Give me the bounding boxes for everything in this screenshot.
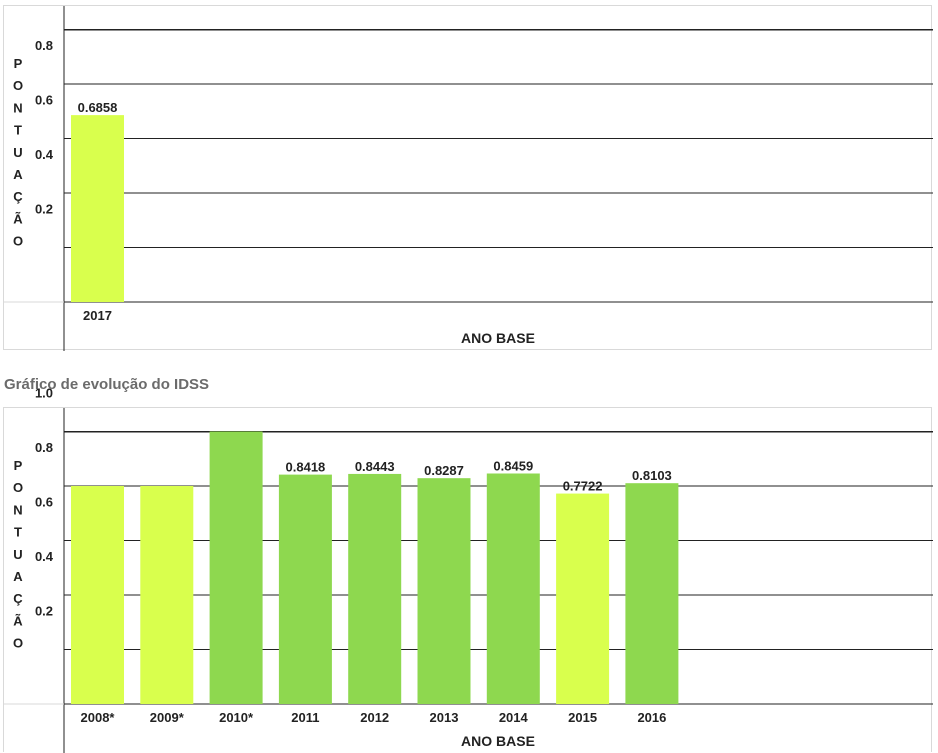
chart0-x-axis-title: ANO BASE [461,330,535,346]
chart0-y-axis-title-letter: O [13,234,23,249]
chart0-y-tick-label: 0.6 [35,93,53,108]
chart1-bar [417,478,471,704]
chart0-y-axis-title-letter: O [13,78,23,93]
chart1-bar [486,473,540,704]
chart0-y-axis-title-letter: T [14,123,22,138]
chart0-y-axis-title-letter: A [13,167,23,182]
chart1-y-tick-label: 0.8 [35,440,53,455]
chart1-data-label: 0.8443 [355,459,395,474]
chart0-y-axis-title-letter: Ã [13,211,23,226]
chart-panel-bottom: 0.2 0.4 0.6 0.8 1.0 P O N T U A Ç Ã O 2008* 2009* 2010* 0… [3,386,933,753]
chart1-bar [71,486,124,704]
chart1-y-tick-label: 0.4 [35,549,54,564]
chart1-bar [625,483,679,704]
chart0-y-axis-title-letter: Ç [13,189,23,204]
chart1-data-label: 0.8418 [286,460,326,475]
chart1-data-label: 0.7722 [563,479,603,494]
chart1-x-tick-label: 2014 [499,710,529,725]
chart1-bar [348,473,402,704]
chart1-x-axis-title: ANO BASE [461,733,535,749]
chart1-bar [209,431,263,704]
chart1-data-label: 0.8459 [493,458,533,473]
chart1-data-label: 0.8103 [632,468,672,483]
chart1-bar [140,486,194,704]
chart1-y-axis-title-letter: A [13,569,23,584]
chart1-x-tick-label: 2016 [637,710,666,725]
chart1-bar [556,493,610,704]
chart1-y-axis-title-letter: O [13,480,23,495]
chart1-y-axis-title-letter: Ã [13,613,23,628]
chart1-y-axis-title-letter: P [14,458,23,473]
chart0-data-label: 0.6858 [78,100,118,115]
chart0-x-tick-label: 2017 [83,308,112,323]
chart1-x-tick-label: 2011 [291,710,319,725]
chart1-bar [278,474,332,704]
chart0-bar [71,115,124,302]
chart1-y-tick-label: 1.0 [35,386,53,401]
chart1-x-tick-label: 2013 [430,710,459,725]
chart1-x-tick-label: 2008* [81,710,116,725]
chart0-y-axis-title-letter: N [13,100,22,115]
chart1-y-axis-title-letter: T [14,525,22,540]
chart1-x-tick-label: 2010* [219,710,254,725]
chart0-y-tick-label: 0.4 [35,147,54,162]
chart1-y-tick-label: 0.2 [35,604,53,619]
chart1-x-tick-label: 2012 [360,710,389,725]
section-title: Gráfico de evolução do IDSS [4,376,210,393]
chart1-y-tick-label: 0.6 [35,495,53,510]
chart1-data-label: 0.8287 [424,463,464,478]
chart0-y-axis-title-letter: U [13,145,22,160]
chart1-y-axis-title-letter: U [13,547,22,562]
chart1-y-axis-title-letter: O [13,636,23,651]
chart0-y-axis-title-letter: P [14,56,23,71]
chart0-y-tick-label: 0.8 [35,38,53,53]
chart1-y-axis-title-letter: N [13,502,22,517]
chart1-x-tick-label: 2009* [150,710,185,725]
chart1-y-axis-title-letter: Ç [13,591,23,606]
chart1-x-tick-label: 2015 [568,710,597,725]
chart0-y-tick-label: 0.2 [35,202,53,217]
